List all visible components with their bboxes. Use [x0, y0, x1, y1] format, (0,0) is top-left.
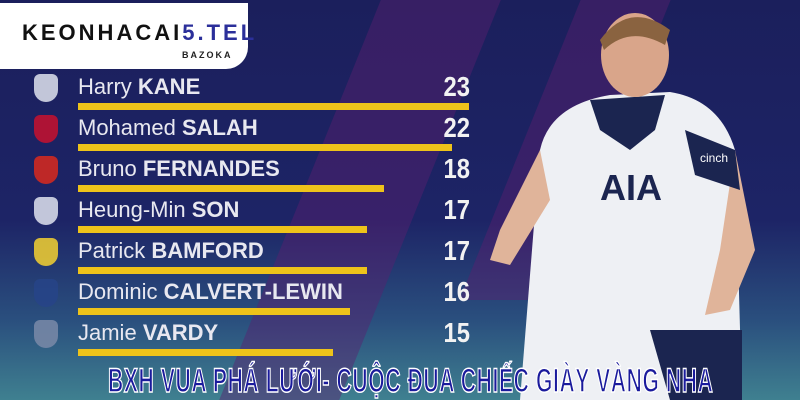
player-name: Mohamed SALAH	[78, 115, 258, 140]
player-name: Jamie VARDY	[78, 320, 219, 345]
club-crest-icon	[34, 156, 58, 184]
headline: BXH VUA PHÁ LƯỚI- CUỘC ĐUA CHIẾC GIÀY VÀ…	[108, 362, 714, 400]
logo-subtext: BAZOKA	[182, 50, 233, 60]
player-name: Harry KANE	[78, 74, 201, 99]
leaderboard-row: Bruno FERNANDES 18	[0, 153, 480, 196]
player-name: Heung-Min SON	[78, 197, 240, 222]
goals-bar	[78, 185, 384, 192]
leaderboard-row: Mohamed SALAH 22	[0, 112, 480, 155]
club-crest-icon	[34, 238, 58, 266]
goals-bar	[78, 226, 367, 233]
player-name: Patrick BAMFORD	[78, 238, 264, 263]
goals-count: 18	[443, 153, 470, 184]
goals-count: 23	[443, 71, 470, 102]
goals-count: 22	[443, 112, 470, 143]
player-name: Dominic CALVERT-LEWIN	[78, 279, 343, 304]
shirt-sponsor: AIA	[600, 167, 662, 208]
goals-bar	[78, 267, 367, 274]
leaderboard-row: Harry KANE 23	[0, 71, 480, 114]
club-crest-icon	[34, 197, 58, 225]
goals-count: 17	[443, 194, 470, 225]
goals-bar	[78, 349, 333, 356]
leaderboard-row: Heung-Min SON 17	[0, 194, 480, 237]
club-crest-icon	[34, 115, 58, 143]
leaderboard-row: Jamie VARDY 15	[0, 317, 480, 360]
goals-count: 15	[443, 317, 470, 348]
goals-count: 17	[443, 235, 470, 266]
player-name: Bruno FERNANDES	[78, 156, 280, 181]
goals-bar	[78, 308, 350, 315]
goals-bar	[78, 144, 452, 151]
club-crest-icon	[34, 279, 58, 307]
club-crest-icon	[34, 74, 58, 102]
leaderboard-row: Dominic CALVERT-LEWIN 16	[0, 276, 480, 319]
site-logo[interactable]: KEONHACAI5.TEL BAZOKA	[0, 3, 254, 69]
club-crest-icon	[34, 320, 58, 348]
player-photo: AIA cinch	[490, 13, 755, 400]
logo-text: KEONHACAI5.TEL	[22, 20, 258, 45]
leaderboard-row: Patrick BAMFORD 17	[0, 235, 480, 278]
goals-count: 16	[443, 276, 470, 307]
shirt-sleeve-sponsor: cinch	[700, 151, 728, 165]
goals-bar	[78, 103, 469, 110]
